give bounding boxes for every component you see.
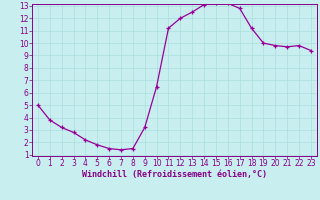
X-axis label: Windchill (Refroidissement éolien,°C): Windchill (Refroidissement éolien,°C) xyxy=(82,170,267,179)
